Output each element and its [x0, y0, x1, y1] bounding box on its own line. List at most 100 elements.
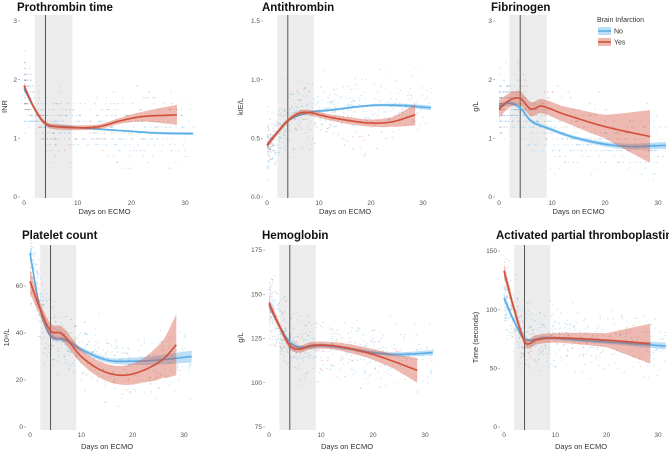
- scatter-point: [341, 358, 343, 360]
- scatter-point: [425, 98, 427, 100]
- scatter-point: [42, 304, 44, 306]
- scatter-point: [396, 383, 398, 385]
- scatter-point: [551, 132, 554, 134]
- y-tick-label: 0.5: [251, 136, 260, 143]
- trend-line-no: [29, 252, 192, 363]
- scatter-point: [128, 359, 130, 361]
- scatter-point: [504, 314, 506, 316]
- scatter-point: [367, 121, 369, 123]
- scatter-point: [100, 109, 103, 111]
- scatter-point: [505, 329, 507, 331]
- scatter-point: [67, 132, 70, 134]
- scatter-point: [430, 369, 432, 371]
- scatter-point: [504, 289, 506, 292]
- scatter-point: [608, 150, 610, 152]
- scatter-point: [395, 351, 398, 353]
- scatter-point: [277, 114, 279, 116]
- scatter-point: [267, 147, 270, 149]
- scatter-point: [47, 337, 49, 339]
- scatter-point: [334, 111, 336, 113]
- scatter-point: [631, 356, 634, 358]
- scatter-point: [30, 302, 32, 304]
- scatter-point: [503, 114, 505, 116]
- scatter-point: [346, 121, 348, 123]
- scatter-point: [520, 327, 522, 329]
- scatter-point: [584, 138, 586, 140]
- scatter-point: [617, 368, 619, 370]
- scatter-point: [112, 126, 114, 128]
- scatter-point: [295, 351, 298, 353]
- scatter-point: [657, 155, 659, 158]
- scatter-point: [269, 138, 271, 140]
- scatter-point: [55, 144, 57, 146]
- scatter-point: [585, 328, 587, 330]
- scatter-point: [589, 346, 591, 349]
- scatter-point: [505, 319, 508, 321]
- scatter-point: [321, 99, 324, 101]
- scatter-point: [387, 101, 390, 103]
- scatter-point: [555, 366, 557, 368]
- scatter-point: [37, 293, 39, 295]
- scatter-point: [271, 316, 273, 318]
- scatter-point: [276, 318, 279, 320]
- scatter-point: [269, 148, 271, 150]
- scatter-point: [385, 137, 387, 140]
- scatter-point: [269, 292, 272, 294]
- scatter-point: [537, 329, 540, 331]
- scatter-point: [275, 340, 278, 342]
- scatter-point: [96, 138, 98, 140]
- scatter-point: [46, 132, 49, 134]
- scatter-point: [275, 314, 277, 316]
- scatter-point: [511, 304, 513, 306]
- scatter-point: [511, 120, 514, 122]
- scatter-point: [621, 150, 623, 152]
- x-tick-label: 10: [74, 200, 82, 207]
- scatter-point: [638, 358, 641, 360]
- scatter-point: [280, 114, 282, 117]
- scatter-point: [51, 114, 53, 116]
- scatter-point: [117, 161, 119, 163]
- scatter-point: [503, 138, 506, 140]
- scatter-point: [413, 325, 416, 327]
- scatter-point: [583, 341, 585, 343]
- scatter-point: [573, 326, 575, 328]
- scatter-point: [43, 304, 45, 306]
- scatter-point: [113, 103, 115, 105]
- scatter-point: [342, 87, 345, 89]
- scatter-point: [41, 114, 44, 116]
- scatter-point: [29, 91, 31, 93]
- scatter-point: [569, 150, 572, 152]
- scatter-point: [92, 376, 94, 378]
- scatter-point: [540, 346, 542, 348]
- scatter-point: [532, 126, 534, 128]
- scatter-point: [113, 381, 115, 383]
- scatter-point: [286, 125, 288, 127]
- scatter-point: [271, 321, 273, 324]
- scatter-point: [52, 109, 54, 111]
- scatter-point: [610, 353, 613, 355]
- scatter-point: [416, 334, 418, 336]
- scatter-point: [121, 138, 123, 140]
- scatter-point: [529, 333, 532, 335]
- scatter-point: [600, 138, 603, 140]
- scatter-point: [505, 120, 507, 122]
- scatter-point: [551, 114, 553, 116]
- scatter-point: [126, 372, 128, 374]
- scatter-point: [628, 150, 630, 152]
- scatter-point: [638, 337, 640, 339]
- scatter-point: [429, 370, 432, 373]
- scatter-point: [368, 362, 371, 364]
- scatter-point: [280, 310, 282, 313]
- scatter-point: [309, 102, 311, 104]
- scatter-point: [282, 116, 285, 118]
- scatter-point: [269, 135, 271, 137]
- scatter-point: [82, 138, 85, 140]
- scatter-point: [359, 346, 361, 348]
- scatter-point: [55, 120, 57, 122]
- scatter-point: [304, 324, 307, 326]
- scatter-point: [393, 115, 396, 117]
- scatter-point: [366, 343, 369, 345]
- scatter-point: [504, 285, 507, 287]
- scatter-point: [310, 121, 312, 123]
- scatter-point: [524, 97, 526, 99]
